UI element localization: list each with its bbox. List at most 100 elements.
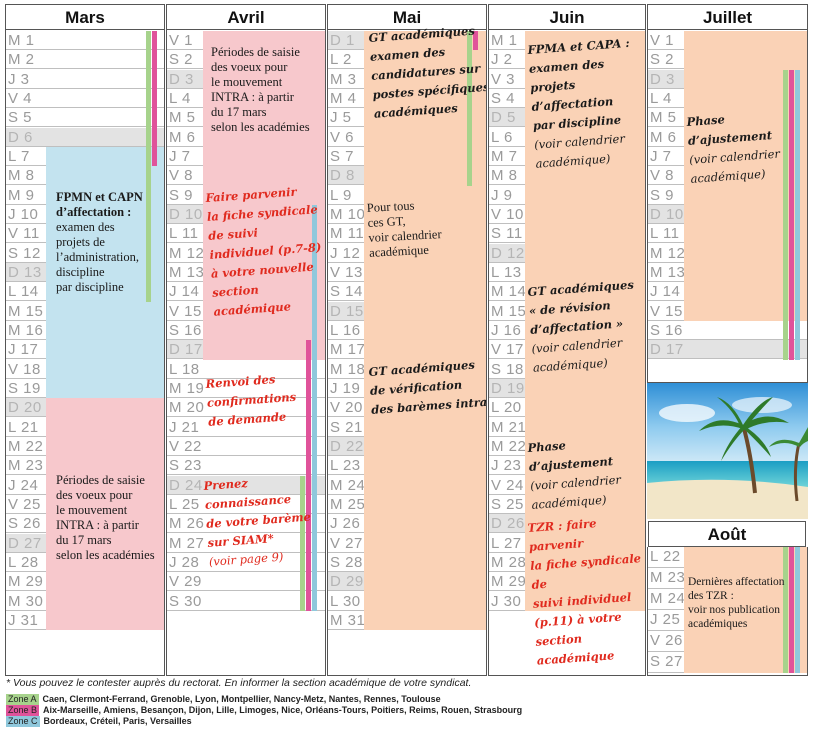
day-label: V 26 bbox=[650, 632, 683, 649]
day-label: M 12 bbox=[169, 244, 205, 262]
day-label: J 7 bbox=[169, 147, 191, 165]
day-row: M 20 bbox=[167, 398, 325, 418]
day-label: S 28 bbox=[330, 553, 363, 571]
note-dernieres-affectations: Dernières affectation des TZR : voir nos p… bbox=[688, 575, 785, 631]
note-tzr-fiche: TZR : faire parvenir la fiche syndicale d… bbox=[527, 511, 645, 671]
day-label: J 5 bbox=[330, 109, 352, 127]
day-label: M 8 bbox=[8, 167, 35, 185]
day-label: L 11 bbox=[169, 225, 199, 243]
day-label: M 23 bbox=[8, 457, 44, 475]
day-label: V 22 bbox=[169, 437, 202, 455]
day-label: L 9 bbox=[330, 186, 352, 204]
day-label: M 10 bbox=[330, 205, 366, 223]
note-fiche-syndicale: Faire parvenir la fiche syndicale de suivi… bbox=[205, 181, 325, 321]
zone-cities: Aix-Marseille, Amiens, Besançon, Dijon, … bbox=[43, 705, 523, 715]
day-label: L 21 bbox=[8, 418, 39, 436]
day-label: J 7 bbox=[650, 147, 672, 165]
day-label: V 8 bbox=[650, 167, 675, 185]
day-label: M 13 bbox=[169, 263, 205, 281]
zone-legend-item: Zone A Caen, Clermont-Ferrand, Grenoble, … bbox=[6, 694, 441, 705]
day-label: J 23 bbox=[491, 457, 522, 475]
month-header-aout: Août bbox=[648, 521, 806, 547]
day-label: M 27 bbox=[169, 534, 205, 552]
day-row: M 2 bbox=[6, 50, 164, 70]
note-gt-verification: GT académiques de vérification des barèmes… bbox=[368, 355, 486, 420]
day-label: M 5 bbox=[169, 109, 196, 127]
note-fpma-capa: FPMA et CAPA : examen des projets d’affect… bbox=[527, 33, 645, 174]
note-line: selon les académies bbox=[211, 120, 310, 134]
zone-cities: Bordeaux, Créteil, Paris, Versailles bbox=[43, 716, 192, 726]
note-line: du 17 mars bbox=[211, 105, 267, 119]
day-label: M 5 bbox=[650, 109, 677, 127]
day-label: M 19 bbox=[169, 379, 205, 397]
day-label: M 21 bbox=[491, 418, 527, 436]
day-label: M 18 bbox=[330, 360, 366, 378]
note-line: INTRA : à partir bbox=[56, 518, 139, 532]
day-label: S 11 bbox=[491, 225, 523, 243]
day-label: D 17 bbox=[169, 341, 203, 359]
day-label: M 14 bbox=[491, 283, 527, 301]
note-line: FPMN et CAPN bbox=[56, 190, 143, 204]
day-label: M 26 bbox=[169, 515, 205, 533]
day-label: S 21 bbox=[330, 418, 363, 436]
day-label: L 27 bbox=[491, 534, 522, 552]
month-header: Juin bbox=[489, 5, 645, 30]
day-label: M 17 bbox=[330, 341, 366, 359]
day-row: D 6 bbox=[6, 127, 164, 147]
note-pour-tous-gt: Pour tous ces GT, voir calendrier académiqu… bbox=[366, 197, 442, 261]
day-row: L 25 bbox=[167, 495, 325, 514]
day-label: M 24 bbox=[330, 476, 366, 494]
day-row: M 27 bbox=[167, 534, 325, 553]
note-line: l’administration, bbox=[56, 250, 139, 264]
day-label: J 25 bbox=[650, 611, 681, 628]
note-saisie-voeux: Périodes de saisie des voeux pour le mouve… bbox=[211, 45, 310, 135]
zone-a-bar bbox=[783, 69, 788, 360]
note-line: projets de bbox=[56, 235, 105, 249]
day-label: M 16 bbox=[8, 321, 44, 339]
note-line: examen des bbox=[56, 220, 115, 234]
day-label: V 17 bbox=[491, 341, 524, 359]
note-line: Dernières affectation bbox=[688, 576, 785, 588]
day-label: L 30 bbox=[330, 592, 361, 610]
day-label: D 3 bbox=[650, 70, 675, 88]
day-label: M 6 bbox=[169, 128, 196, 146]
day-label: D 17 bbox=[650, 341, 684, 359]
day-row: J 21 bbox=[167, 418, 325, 437]
day-label: M 3 bbox=[330, 70, 357, 88]
note-renvoi-confirmations: Renvoi des confirmations de demande bbox=[205, 369, 298, 432]
day-label: V 15 bbox=[650, 302, 683, 320]
day-label: M 11 bbox=[330, 225, 365, 243]
day-label: M 25 bbox=[330, 495, 366, 513]
zone-tag: Zone B bbox=[6, 705, 40, 716]
day-label: D 24 bbox=[169, 476, 203, 494]
day-row: M 1 bbox=[6, 31, 164, 50]
note-line: selon les académies bbox=[56, 548, 155, 562]
day-label: J 26 bbox=[330, 515, 361, 533]
day-label: M 29 bbox=[8, 573, 44, 591]
day-label: J 3 bbox=[8, 70, 30, 88]
note-phase-ajustement: Phase d’ajustement (voir calendrier académ… bbox=[527, 431, 645, 515]
day-label: M 15 bbox=[8, 302, 44, 320]
day-label: J 21 bbox=[169, 418, 200, 436]
day-label: L 14 bbox=[8, 283, 39, 301]
day-label: S 25 bbox=[491, 495, 524, 513]
day-label: D 5 bbox=[491, 109, 516, 127]
day-label: S 26 bbox=[8, 515, 41, 533]
note-line: le mouvement bbox=[56, 503, 128, 517]
day-label: S 27 bbox=[650, 653, 683, 670]
day-label: S 4 bbox=[491, 89, 516, 107]
month-header: Mars bbox=[6, 5, 164, 30]
day-label: M 13 bbox=[650, 263, 686, 281]
day-label: V 18 bbox=[8, 360, 41, 378]
day-label: D 1 bbox=[330, 32, 355, 49]
day-row: D 24 bbox=[167, 475, 325, 495]
day-label: J 24 bbox=[8, 476, 39, 494]
day-label: D 10 bbox=[650, 205, 684, 223]
day-label: S 7 bbox=[330, 147, 355, 165]
month-column-aout: L 22 M 23 M 24 J 25 V 26 S 27 Dernières affect… bbox=[647, 547, 808, 676]
day-label: J 19 bbox=[330, 379, 361, 397]
day-label: L 2 bbox=[330, 51, 352, 69]
day-label: L 20 bbox=[491, 399, 522, 417]
